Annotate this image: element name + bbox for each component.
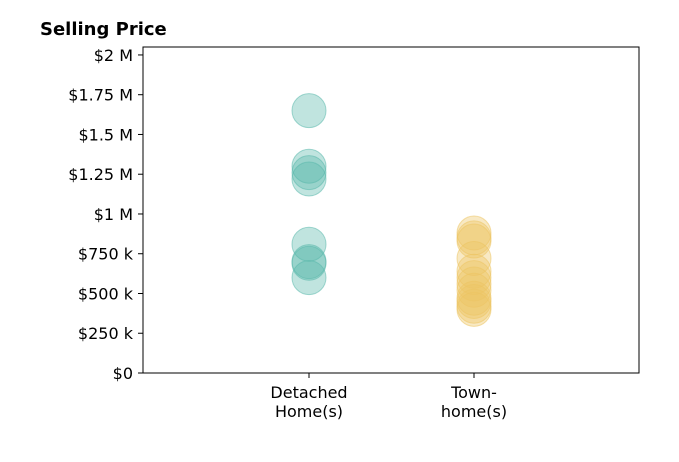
- townhome-point: [456, 291, 492, 327]
- townhome-point: [456, 272, 492, 308]
- chart-title: Selling Price: [40, 19, 167, 40]
- townhome-point: [456, 283, 492, 319]
- townhome-point: [456, 215, 492, 251]
- detached-home-point: [291, 93, 327, 129]
- y-tick-label: $500 k: [78, 284, 134, 303]
- y-tick-label: $750 k: [78, 245, 134, 264]
- y-tick-label: $250 k: [78, 324, 134, 343]
- y-axis: $0 $250 k $500 k $750 k $1 M $1.25 M $1.5 M $1.…: [68, 46, 143, 383]
- townhome-point: [456, 241, 492, 277]
- y-tick-label: $2 M: [94, 46, 133, 65]
- y-tick-label: $1.25 M: [68, 165, 133, 184]
- y-tick-label: $1.5 M: [78, 125, 133, 144]
- x-tick-label: Home(s): [275, 402, 343, 421]
- x-tick-label: Detached: [270, 383, 347, 402]
- detached-home-point: [291, 245, 327, 281]
- y-tick-label: $1 M: [94, 205, 133, 224]
- detached-home-point: [291, 260, 327, 296]
- x-tick-label: Town-: [450, 383, 497, 402]
- y-tick-label: $1.75 M: [68, 86, 133, 105]
- plot-frame: [142, 46, 640, 374]
- data-points: [291, 93, 492, 327]
- detached-home-point: [291, 161, 327, 197]
- y-tick-label: $0: [113, 364, 133, 383]
- x-tick-label: home(s): [441, 402, 507, 421]
